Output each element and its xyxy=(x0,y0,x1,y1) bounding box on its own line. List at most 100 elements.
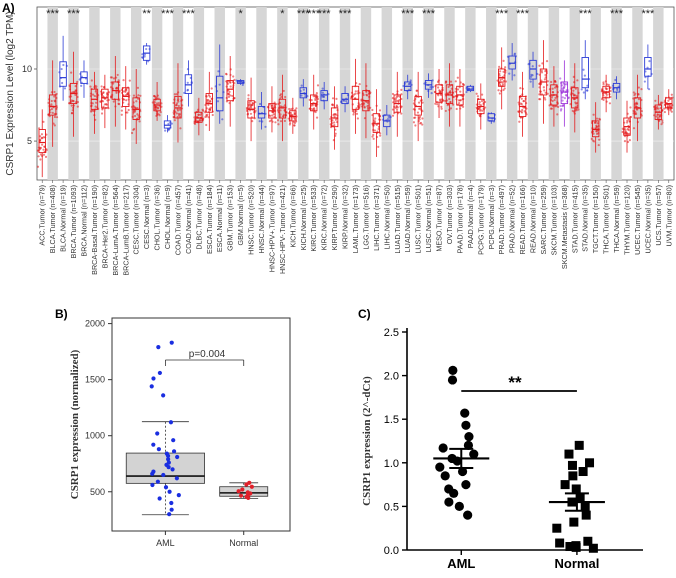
data-point xyxy=(656,113,659,116)
data-point xyxy=(333,121,336,124)
data-point xyxy=(229,81,232,84)
panel-c-label: C) xyxy=(358,307,371,321)
data-point xyxy=(377,145,380,148)
column-stripe xyxy=(360,7,372,180)
significance-star: *** xyxy=(67,8,81,20)
y-tick-label: 1500 xyxy=(85,375,105,385)
data-point xyxy=(592,113,595,116)
data-point xyxy=(391,97,394,100)
data-point xyxy=(165,453,171,458)
panel-c-significance: ** xyxy=(508,373,522,392)
data-point xyxy=(483,100,487,104)
data-point xyxy=(571,542,581,552)
box xyxy=(122,87,130,107)
data-point xyxy=(559,104,562,108)
x-category-label: PAAD.Normal (n=4) xyxy=(466,185,475,248)
data-point xyxy=(478,103,481,106)
data-point xyxy=(568,471,578,481)
data-point xyxy=(100,112,104,115)
data-point xyxy=(112,82,115,85)
data-point xyxy=(205,114,208,117)
data-point xyxy=(629,106,632,109)
data-point xyxy=(355,112,359,115)
x-category-label: CESC.Tumor (n=304) xyxy=(132,185,141,254)
data-point xyxy=(439,99,442,102)
significance-star: * xyxy=(238,8,243,20)
data-point xyxy=(177,104,180,108)
data-point xyxy=(444,81,447,84)
x-category-label: ACC.Tumor (n=79) xyxy=(38,185,47,246)
data-point xyxy=(302,88,305,91)
data-point xyxy=(544,73,547,77)
data-point xyxy=(657,107,660,110)
x-category-label: UCS.Tumor (n=57) xyxy=(654,185,663,246)
data-point xyxy=(626,119,629,122)
box xyxy=(101,88,109,109)
data-point xyxy=(504,66,507,69)
x-category-label: LIHC.Normal (n=50) xyxy=(382,185,391,250)
box xyxy=(59,61,67,87)
data-point xyxy=(503,87,506,90)
box xyxy=(219,486,269,497)
data-point xyxy=(546,92,549,95)
data-point xyxy=(581,510,591,520)
data-point xyxy=(540,69,543,72)
x-category-label: READ.Tumor (n=166) xyxy=(518,185,527,254)
data-point xyxy=(372,137,375,140)
data-point xyxy=(569,517,579,527)
data-point xyxy=(421,123,424,126)
data-point xyxy=(543,96,546,99)
panel-c-chart: 0.0 0.5 1.0 1.5 2.0 2.5 AML Normal CSRP1 expres… xyxy=(361,327,643,571)
data-point xyxy=(157,496,162,501)
data-point xyxy=(179,127,182,130)
data-point xyxy=(567,460,577,470)
data-point xyxy=(460,408,470,418)
data-point xyxy=(39,135,42,138)
data-point xyxy=(332,104,335,107)
data-point xyxy=(157,370,162,376)
data-point xyxy=(249,112,253,115)
data-point xyxy=(279,115,282,118)
data-point xyxy=(462,105,465,108)
x-category-label: BRCA-LumA.Tumor (n=564) xyxy=(111,185,120,276)
data-point xyxy=(177,114,181,117)
data-point xyxy=(216,100,220,103)
data-point xyxy=(310,99,313,102)
data-point xyxy=(637,93,640,96)
y-tick-label: 10 xyxy=(22,64,32,74)
x-category-label: THYM.Tumor (n=120) xyxy=(623,185,632,255)
data-point xyxy=(374,117,377,120)
y-tick-label: 2000 xyxy=(85,319,105,329)
data-point xyxy=(207,103,210,106)
data-point xyxy=(76,105,79,108)
x-category-label: HNSC.Normal (n=44) xyxy=(257,185,266,254)
data-point xyxy=(153,95,157,98)
data-point xyxy=(544,91,547,94)
box xyxy=(351,85,360,110)
data-point xyxy=(565,542,575,552)
data-point xyxy=(363,117,367,120)
data-point xyxy=(136,106,139,110)
data-point xyxy=(210,87,213,90)
x-category-label: STAD.Tumor (n=415) xyxy=(570,185,579,253)
data-point xyxy=(76,100,80,104)
data-point xyxy=(358,83,361,86)
significance-star: ** xyxy=(142,8,151,20)
data-point xyxy=(448,97,451,101)
data-point xyxy=(124,88,127,91)
significance-star: *** xyxy=(422,8,436,20)
data-point xyxy=(229,94,232,97)
data-point xyxy=(551,99,554,103)
data-point xyxy=(540,79,543,82)
data-point xyxy=(498,74,501,77)
data-point xyxy=(161,472,166,478)
box xyxy=(289,110,297,122)
data-point xyxy=(36,165,40,168)
data-point xyxy=(141,53,144,56)
box xyxy=(591,120,600,138)
data-point xyxy=(127,108,130,112)
data-point xyxy=(592,132,595,135)
data-point xyxy=(283,119,287,123)
data-point xyxy=(171,438,176,443)
data-point xyxy=(128,79,131,82)
